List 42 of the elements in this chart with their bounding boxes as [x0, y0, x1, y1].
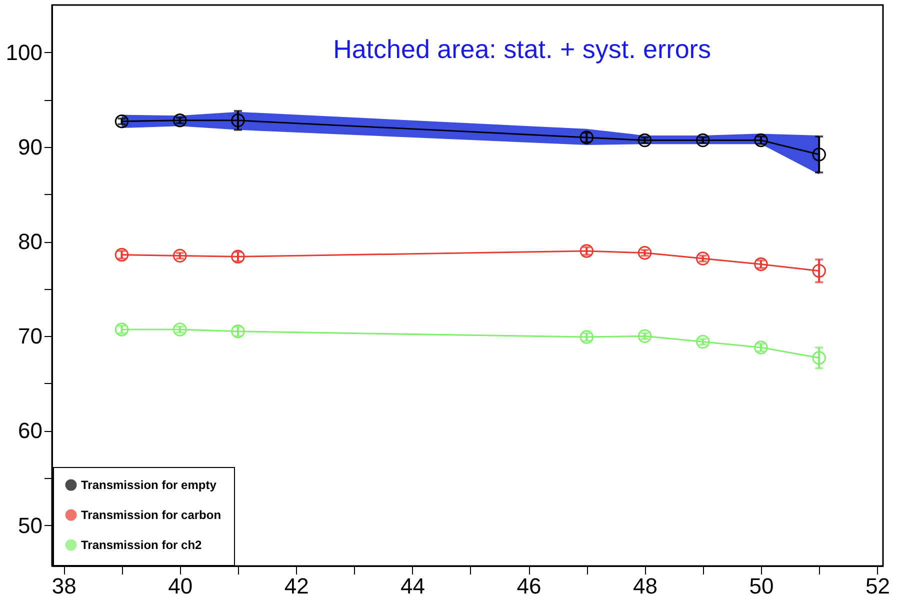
point [231, 250, 245, 264]
point [580, 130, 594, 144]
legend-label: Transmission for carbon [81, 508, 222, 522]
point [172, 248, 187, 263]
y-tick-label: 80 [18, 229, 42, 254]
point [696, 334, 710, 349]
point [114, 114, 129, 128]
point [172, 114, 187, 128]
x-tick-label: 46 [516, 574, 542, 598]
x-tick-label: 50 [749, 574, 774, 598]
point [638, 246, 652, 260]
point [754, 340, 768, 354]
x-tick-label: 44 [400, 574, 426, 598]
x-tick-label: 40 [168, 574, 193, 598]
x-tick-label: 48 [633, 574, 658, 598]
y-tick-label: 70 [18, 324, 42, 349]
point [580, 244, 594, 258]
point [754, 133, 768, 148]
point [172, 322, 187, 336]
point [114, 322, 129, 336]
point [114, 248, 129, 262]
point [638, 133, 652, 148]
y-tick-label: 90 [18, 134, 42, 160]
point [812, 264, 826, 278]
point [638, 329, 652, 343]
point [812, 148, 826, 162]
x-tick-label: 52 [865, 574, 890, 598]
point [696, 252, 710, 266]
legend-label: Transmission for ch2 [81, 538, 202, 552]
x-tick-label: 42 [284, 574, 309, 598]
legend-label: Transmission for empty [81, 478, 217, 492]
point [812, 351, 826, 365]
y-tick-label: 50 [18, 512, 42, 538]
point [231, 114, 245, 128]
y-tick-label: 100 [6, 40, 42, 65]
point [696, 133, 710, 148]
point [580, 330, 594, 344]
point [231, 324, 245, 338]
y-tick-label: 60 [18, 418, 42, 444]
annotation: Hatched area: stat. + syst. errors [333, 34, 711, 64]
point [754, 257, 768, 272]
x-tick-label: 38 [52, 574, 76, 598]
